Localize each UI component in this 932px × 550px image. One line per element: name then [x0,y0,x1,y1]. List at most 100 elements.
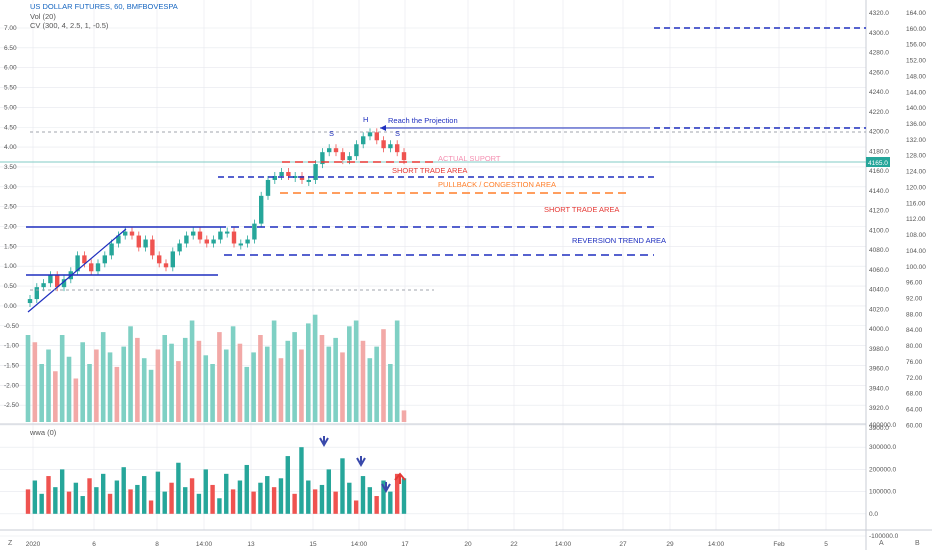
label-reversion-trend: REVERSION TREND AREA [572,236,666,245]
log-scale-button[interactable]: B [915,540,920,547]
candle-body [27,299,33,304]
wwa-bar [114,480,120,514]
price-axis-tick: 4140.0 [869,188,889,195]
right-axis-tick: 148.00 [906,73,926,80]
volume-bar [59,335,65,422]
candle-body [218,231,223,240]
wwa-bar [381,480,386,514]
cv-axis-tick: 6.50 [4,45,17,52]
cv-axis-tick: 2.50 [4,204,17,211]
wwa-bar [347,482,352,514]
vol-indicator-label[interactable]: Vol (20) [30,11,56,21]
wwa-bar [203,469,208,514]
right-axis-tick: 64.00 [906,407,923,414]
price-axis-tick: 3940.0 [869,385,889,392]
wwa-bar [292,493,297,514]
wwa-bar [224,473,229,514]
wwa-bar [360,476,366,514]
candle-body [82,255,87,264]
volume-bar [223,349,229,422]
wwa-bar [25,489,31,514]
time-axis-tick: 2020 [26,541,41,548]
wwa-axis-tick: 400000.0 [869,422,896,429]
right-axis-tick: 76.00 [906,359,923,366]
time-axis-tick: 14:00 [555,541,572,548]
volume-bar [319,335,325,422]
candle-body [204,239,209,244]
wwa-bar [326,469,331,514]
price-axis-tick: 4220.0 [869,109,889,116]
price-axis-tick: 3920.0 [869,405,889,412]
right-axis-tick: 88.00 [906,311,923,318]
volume-bar [53,371,58,422]
wwa-bar [244,464,249,514]
timezone-button[interactable]: Z [8,540,13,547]
price-axis-tick: 4080.0 [869,247,889,254]
time-axis-tick: 14:00 [351,541,368,548]
wwa-bar [353,500,359,514]
symbol-title[interactable]: US DOLLAR FUTURES, 60, BMFBOVESPA [30,2,178,11]
label-left-shoulder: S [329,129,334,138]
wwa-bar [32,480,38,514]
cv-axis-tick: 0.00 [4,303,17,310]
candle-body [191,231,196,236]
candle-body [123,231,128,236]
volume-bar [237,343,243,422]
candle-body [299,175,305,180]
volume-bar [251,352,256,422]
price-axis-tick: 3900.0 [869,425,889,432]
candle-body [340,152,345,161]
volume-bar [196,340,202,422]
volume-bar [360,340,366,422]
wwa-bar [142,476,147,514]
right-axis-tick: 96.00 [906,280,923,287]
grid [0,0,866,537]
wwa-bar [155,471,161,514]
wwa-bar [230,489,236,514]
price-axis-tick: 4300.0 [869,30,889,37]
right-axis-tick: 92.00 [906,295,923,302]
wwa-bar [46,476,51,514]
candle-body [184,235,189,244]
wwa-bar [135,484,140,514]
candle-body [150,239,155,256]
wwa-bar [196,493,202,514]
right-axis-tick: 72.00 [906,375,923,382]
projection-arrow-head [380,125,386,131]
right-axis-tick: 104.00 [906,248,926,255]
price-axis-tick: 3980.0 [869,346,889,353]
wwa-bar [401,478,407,514]
volume-bar [162,335,168,422]
down-arrow-icon [381,482,391,494]
volume-bar [73,378,79,422]
up-arrow-icon [394,472,406,484]
wwa-indicator-label[interactable]: wwa (0) [30,428,57,437]
wwa-bar [189,478,195,514]
right-axis-tick: 144.00 [906,89,926,96]
candle-body [109,243,114,256]
wwa-bar [299,447,304,514]
wwa-bar [217,498,222,514]
wwa-bar [278,478,284,514]
cv-indicator-label[interactable]: CV (300, 4, 2.5, 1, -0.5) [30,21,109,30]
candle-body [293,175,298,178]
candle-body [48,275,53,284]
label-actual-support: ACTUAL SUPORT [438,154,501,163]
volume-bar [135,337,140,422]
candle-body [116,235,121,244]
auto-scale-button[interactable]: A [879,540,884,547]
price-axis-tick: 4180.0 [869,148,889,155]
volume-bar [312,314,318,422]
wwa-bar [374,496,379,514]
cv-axis-tick: 7.00 [4,25,17,32]
candle-body [272,175,277,180]
candle-body [388,144,393,149]
wwa-bar [101,473,106,514]
right-axis-tick: 84.00 [906,327,923,334]
candle-body [177,243,182,252]
chart-legend: US DOLLAR FUTURES, 60, BMFBOVESPA Vol (2… [30,2,178,31]
candle-body [231,231,237,244]
wwa-bar [39,493,44,514]
volume-bar [374,346,379,422]
